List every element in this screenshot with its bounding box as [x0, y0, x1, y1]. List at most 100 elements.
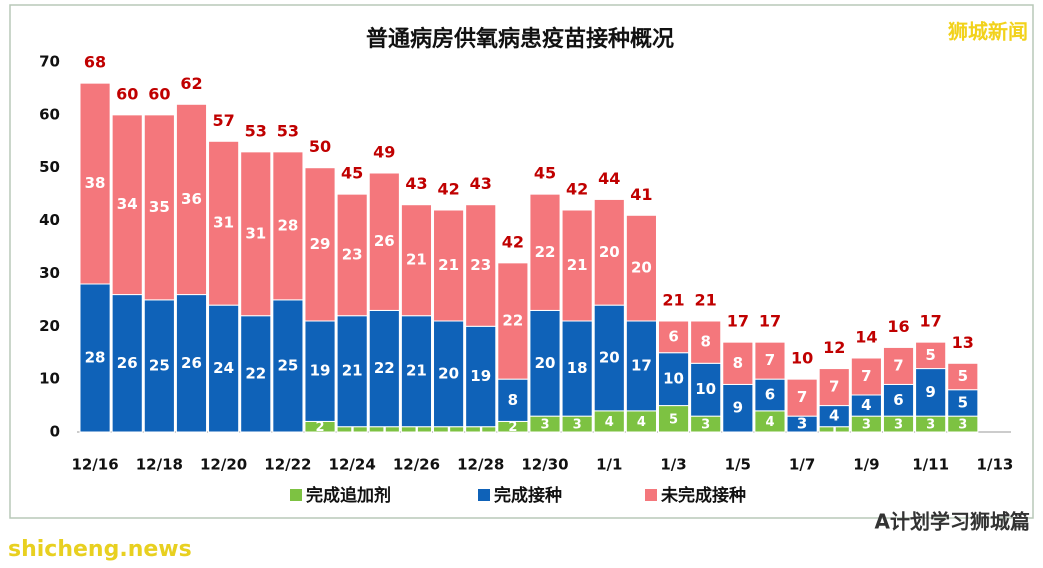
- data-label: 1: [412, 423, 421, 438]
- data-label: 1: [380, 423, 389, 438]
- bar-segment: [111, 294, 143, 433]
- total-label: 53: [277, 121, 299, 140]
- legend-swatch: [478, 489, 490, 501]
- bar-segment: [882, 346, 915, 385]
- data-label: 31: [213, 214, 234, 232]
- x-tick-label: 12/20: [200, 456, 247, 474]
- y-tick-label: 0: [50, 423, 60, 441]
- data-label: 28: [85, 349, 106, 367]
- bar-segment: [240, 151, 272, 317]
- data-label: 34: [117, 195, 138, 213]
- bar-segment: [208, 304, 240, 433]
- data-label: 10: [695, 380, 716, 398]
- bar-segment: [625, 214, 657, 322]
- bar-segment: [400, 204, 433, 317]
- bar-segment: [690, 362, 722, 417]
- data-label: 5: [958, 367, 968, 385]
- y-tick-label: 50: [39, 158, 60, 176]
- data-label: 6: [893, 391, 903, 409]
- x-tick-label: 1/9: [853, 456, 879, 474]
- x-tick-label: 1/5: [725, 456, 751, 474]
- legend-label: 完成接种: [494, 485, 562, 506]
- bar-segment: [786, 378, 818, 417]
- bar-segment: [947, 362, 979, 391]
- data-label: 3: [797, 415, 807, 433]
- data-label: 23: [470, 256, 491, 274]
- bar-segment: [657, 320, 690, 354]
- data-label: 8: [700, 333, 710, 351]
- bar-segment: [208, 140, 240, 306]
- total-label: 43: [405, 174, 427, 193]
- bar-segment: [175, 103, 208, 296]
- bar-segment: [529, 193, 561, 311]
- data-label: 21: [438, 256, 459, 274]
- total-label: 50: [309, 137, 331, 156]
- bar-segment: [690, 320, 722, 364]
- data-label: 1: [476, 423, 485, 438]
- data-label: 20: [599, 349, 620, 367]
- x-tick-label: 1/7: [789, 456, 815, 474]
- bar-segment: [593, 304, 625, 412]
- bar-segment: [818, 368, 850, 407]
- data-label: 22: [535, 243, 556, 261]
- bar-segment: [433, 209, 465, 322]
- y-tick-label: 10: [39, 370, 60, 388]
- total-label: 14: [855, 328, 877, 347]
- data-label: 26: [374, 232, 395, 250]
- total-label: 68: [84, 53, 106, 72]
- bar-segment: [497, 262, 529, 380]
- bar-segment: [529, 309, 561, 417]
- total-label: 21: [695, 291, 717, 310]
- bar-segment: [143, 299, 175, 433]
- bar-segment: [368, 172, 400, 311]
- x-tick-label: 12/18: [136, 456, 183, 474]
- data-label: 6: [668, 327, 678, 345]
- chart-title: 普通病房供氧病患疫苗接种概况: [366, 26, 674, 52]
- data-label: 22: [374, 359, 395, 377]
- data-label: 3: [958, 418, 967, 433]
- x-tick-label: 12/22: [264, 456, 311, 474]
- bar-segment: [657, 405, 690, 433]
- total-label: 44: [598, 169, 620, 188]
- data-label: 26: [117, 354, 138, 372]
- data-label: 4: [861, 396, 871, 414]
- x-tick-label: 1/13: [977, 456, 1014, 474]
- data-label: 21: [567, 256, 588, 274]
- data-label: 4: [765, 415, 774, 430]
- data-label: 6: [765, 386, 775, 404]
- total-label: 17: [759, 312, 781, 331]
- data-label: 3: [540, 418, 549, 433]
- bar-segment: [754, 378, 786, 412]
- bar-segment: [593, 198, 625, 306]
- data-label: 38: [85, 174, 106, 192]
- bar-segment: [657, 352, 690, 407]
- bar-segment: [561, 320, 593, 417]
- total-label: 62: [180, 74, 202, 93]
- total-label: 60: [116, 84, 138, 103]
- x-tick-label: 12/24: [329, 456, 376, 474]
- data-label: 19: [470, 367, 491, 385]
- bar-segment: [336, 315, 368, 428]
- data-label: 3: [862, 418, 871, 433]
- bar-segment: [915, 368, 947, 417]
- bar-segment: [465, 325, 497, 428]
- total-label: 43: [470, 174, 492, 193]
- bar-segment: [465, 204, 497, 327]
- total-label: 60: [148, 84, 170, 103]
- bar-segment: [368, 309, 400, 428]
- total-label: 45: [341, 164, 363, 183]
- bar-segment: [754, 341, 786, 380]
- data-label: 17: [631, 356, 652, 374]
- data-label: 4: [637, 415, 646, 430]
- x-tick-label: 1/1: [596, 456, 622, 474]
- data-label: 5: [925, 346, 935, 364]
- total-label: 17: [727, 312, 749, 331]
- data-label: 8: [508, 391, 518, 409]
- data-label: 20: [631, 259, 652, 277]
- data-label: 3: [894, 418, 903, 433]
- data-label: 1: [830, 423, 839, 438]
- data-label: 3: [573, 418, 582, 433]
- watermark: 狮城新闻: [948, 20, 1028, 44]
- data-label: 3: [926, 418, 935, 433]
